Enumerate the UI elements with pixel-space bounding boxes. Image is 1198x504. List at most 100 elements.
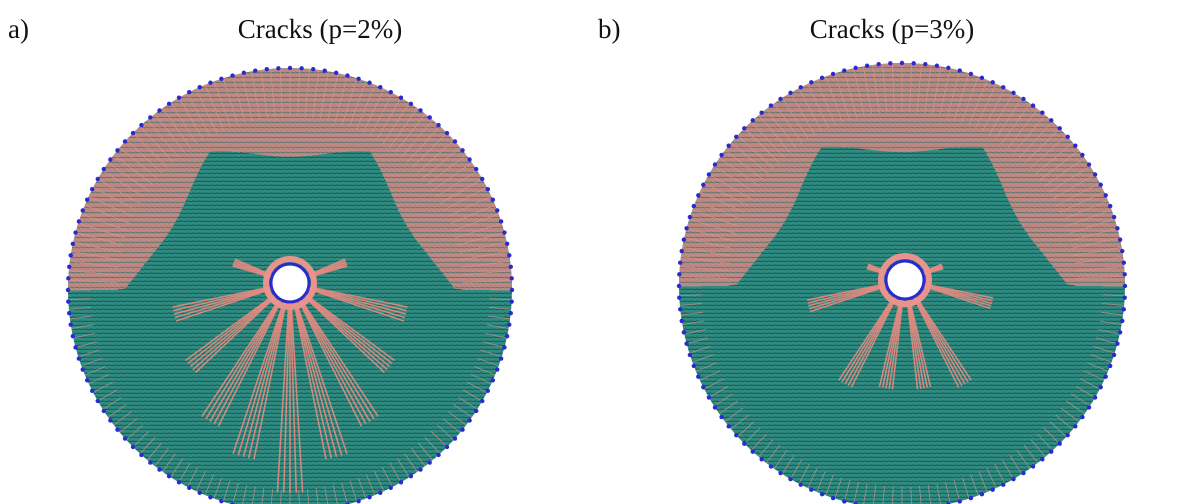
node bbox=[759, 110, 763, 114]
node bbox=[102, 167, 106, 171]
node bbox=[480, 399, 484, 403]
node bbox=[692, 364, 696, 368]
node bbox=[677, 295, 681, 299]
node bbox=[460, 428, 464, 432]
node bbox=[253, 69, 257, 73]
node bbox=[911, 61, 915, 65]
node bbox=[1120, 249, 1124, 253]
node bbox=[177, 480, 181, 484]
node bbox=[96, 399, 100, 403]
node bbox=[1087, 405, 1091, 409]
node bbox=[345, 73, 349, 77]
node bbox=[167, 102, 171, 106]
node bbox=[67, 265, 71, 269]
node bbox=[759, 457, 763, 461]
figure: a) Cracks (p=2%) b) Cracks (p=3%) bbox=[0, 0, 1198, 504]
node bbox=[713, 405, 717, 409]
node bbox=[148, 460, 152, 464]
node bbox=[90, 187, 94, 191]
node bbox=[1073, 424, 1077, 428]
node bbox=[389, 486, 393, 490]
node bbox=[1040, 110, 1044, 114]
node bbox=[428, 115, 432, 119]
node bbox=[198, 491, 202, 495]
node bbox=[208, 81, 212, 85]
node bbox=[701, 385, 705, 389]
panel-title: Cracks (p=2%) bbox=[238, 14, 402, 44]
node bbox=[707, 395, 711, 399]
node bbox=[505, 242, 509, 246]
node bbox=[474, 167, 478, 171]
node bbox=[299, 66, 303, 70]
node bbox=[491, 378, 495, 382]
node bbox=[491, 198, 495, 202]
node bbox=[139, 123, 143, 127]
node bbox=[1057, 126, 1061, 130]
node bbox=[436, 123, 440, 127]
node bbox=[958, 499, 962, 503]
node bbox=[865, 64, 869, 68]
panel-label: a) bbox=[8, 14, 29, 44]
node bbox=[1112, 353, 1116, 357]
page: a) Cracks (p=2%) b) Cracks (p=3%) (() =>… bbox=[0, 0, 1198, 504]
node bbox=[1031, 103, 1035, 107]
node bbox=[751, 450, 755, 454]
node bbox=[734, 433, 738, 437]
node bbox=[820, 492, 824, 496]
node bbox=[696, 193, 700, 197]
panel-label: b) bbox=[598, 14, 621, 44]
node bbox=[505, 334, 509, 338]
node bbox=[742, 126, 746, 130]
node bbox=[139, 453, 143, 457]
node bbox=[946, 66, 950, 70]
node bbox=[707, 172, 711, 176]
node bbox=[769, 103, 773, 107]
node bbox=[1021, 471, 1025, 475]
node bbox=[1073, 143, 1077, 147]
node bbox=[1108, 364, 1112, 368]
node bbox=[131, 131, 135, 135]
node bbox=[323, 69, 327, 73]
node bbox=[66, 276, 70, 280]
node bbox=[1001, 85, 1005, 89]
node bbox=[467, 418, 471, 422]
node bbox=[399, 480, 403, 484]
node bbox=[1040, 457, 1044, 461]
node bbox=[853, 66, 857, 70]
node bbox=[1118, 330, 1122, 334]
node bbox=[90, 389, 94, 393]
node bbox=[935, 64, 939, 68]
node bbox=[1123, 284, 1127, 288]
node bbox=[311, 67, 315, 71]
node bbox=[1104, 193, 1108, 197]
node bbox=[1120, 319, 1124, 323]
node bbox=[436, 453, 440, 457]
node bbox=[453, 139, 457, 143]
hole bbox=[886, 261, 924, 299]
node bbox=[123, 436, 127, 440]
node bbox=[684, 342, 688, 346]
node bbox=[1021, 97, 1025, 101]
node bbox=[71, 334, 75, 338]
node bbox=[799, 85, 803, 89]
node bbox=[678, 260, 682, 264]
node bbox=[69, 323, 73, 327]
node bbox=[474, 409, 478, 413]
node bbox=[507, 253, 511, 257]
panel: a) Cracks (p=2%) bbox=[8, 14, 514, 504]
node bbox=[131, 445, 135, 449]
node bbox=[418, 108, 422, 112]
node bbox=[69, 253, 73, 257]
node bbox=[876, 62, 880, 66]
node bbox=[177, 96, 181, 100]
node bbox=[1122, 307, 1126, 311]
node bbox=[219, 499, 223, 503]
node bbox=[499, 356, 503, 360]
node bbox=[288, 66, 292, 70]
node bbox=[1001, 482, 1005, 486]
node bbox=[788, 91, 792, 95]
node bbox=[1108, 204, 1112, 208]
node bbox=[799, 482, 803, 486]
node bbox=[684, 226, 688, 230]
node bbox=[820, 76, 824, 80]
